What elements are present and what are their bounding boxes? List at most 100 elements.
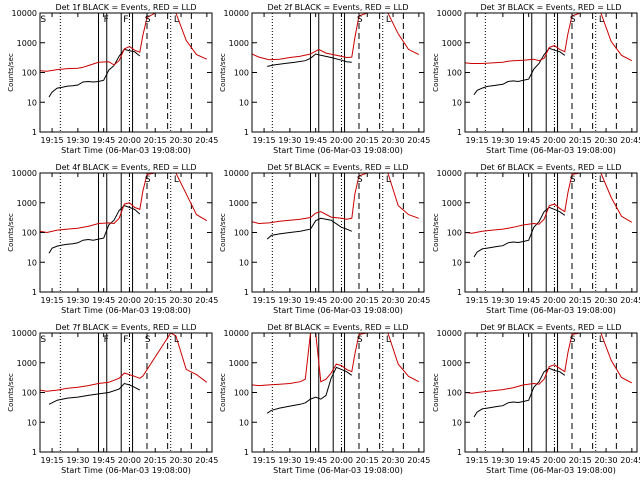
x-tick-label: 20:15 <box>569 136 592 145</box>
event-marker-label: L <box>386 335 391 345</box>
detector-panel-2: 19:15 19:30 19:45 20:00 20:15 20:30 20:45 1 10 10… <box>219 3 430 155</box>
x-tick-label: 20:00 <box>543 136 566 145</box>
x-tick-label: 20:00 <box>330 136 353 145</box>
panel-title: Det 5f BLACK = Events, RED = LLD <box>267 163 408 172</box>
y-tick-label: 10 <box>27 98 37 107</box>
x-axis-label: Start Time (06-Mar-03 19:08:00) <box>273 466 403 475</box>
event-marker-label: S <box>357 15 363 25</box>
x-tick-label: 20:45 <box>195 296 218 305</box>
series-lld <box>252 333 420 387</box>
y-axis-label: Counts/sec <box>219 53 227 92</box>
series-lld <box>465 173 633 234</box>
y-tick-label: 100 <box>234 229 249 238</box>
y-tick-label: 1000 <box>229 359 249 368</box>
x-tick-label: 20:15 <box>144 296 167 305</box>
x-tick-label: 20:45 <box>407 296 430 305</box>
x-axis-label: Start Time (06-Mar-03 19:08:00) <box>273 306 403 315</box>
event-marker-label: L <box>599 335 604 345</box>
x-tick-label: 20:45 <box>407 136 430 145</box>
plot-frame <box>39 172 213 293</box>
y-tick-label: 10 <box>239 98 249 107</box>
x-tick-label: 20:15 <box>569 456 592 465</box>
x-axis-label: Start Time (06-Mar-03 19:08:00) <box>486 146 616 155</box>
x-tick-label: 19:15 <box>253 296 276 305</box>
y-axis-label: Counts/sec <box>7 53 15 92</box>
series-lld <box>40 333 208 392</box>
series-lld <box>252 173 419 225</box>
y-tick-label: 100 <box>234 389 249 398</box>
event-marker-label: L <box>599 175 604 185</box>
y-tick-label: 1000 <box>442 39 462 48</box>
event-marker-label: S <box>40 15 46 25</box>
x-tick-label: 19:15 <box>466 296 489 305</box>
y-tick-label: 100 <box>447 389 462 398</box>
y-tick-label: 10000 <box>437 9 462 18</box>
y-tick-label: 10 <box>239 258 249 267</box>
x-tick-label: 20:00 <box>118 136 141 145</box>
y-tick-label: 1 <box>244 448 249 457</box>
x-tick-label: 20:00 <box>118 456 141 465</box>
x-tick-label: 20:00 <box>330 296 353 305</box>
x-tick-label: 19:30 <box>66 296 89 305</box>
x-axis-label: Start Time (06-Mar-03 19:08:00) <box>61 146 191 155</box>
series-events <box>48 48 141 98</box>
panel-title: Det 6f BLACK = Events, RED = LLD <box>480 163 621 172</box>
x-tick-label: 20:45 <box>620 296 640 305</box>
x-tick-label: 19:30 <box>278 456 301 465</box>
plot-frame <box>251 12 425 133</box>
panel-title: Det 4f BLACK = Events, RED = LLD <box>55 163 196 172</box>
y-axis-label: Counts/sec <box>7 213 15 252</box>
x-tick-label: 19:30 <box>491 296 514 305</box>
series-events <box>48 205 141 254</box>
x-tick-label: 20:15 <box>144 136 167 145</box>
y-tick-label: 100 <box>22 229 37 238</box>
x-tick-label: 20:00 <box>118 296 141 305</box>
x-tick-label: 20:30 <box>170 296 193 305</box>
y-tick-label: 1000 <box>17 39 37 48</box>
event-marker-label: S <box>357 335 363 345</box>
y-tick-label: 10 <box>452 258 462 267</box>
event-marker-label: L <box>386 15 391 25</box>
x-tick-label: 20:45 <box>620 456 640 465</box>
series-events <box>266 366 353 414</box>
x-tick-label: 19:15 <box>41 456 64 465</box>
event-marker-label: S <box>145 335 151 345</box>
x-tick-label: 20:30 <box>595 296 618 305</box>
event-marker-label: L <box>174 335 179 345</box>
x-tick-label: 20:45 <box>195 456 218 465</box>
event-marker-label: S <box>145 175 151 185</box>
x-tick-label: 20:30 <box>595 136 618 145</box>
x-tick-label: 19:15 <box>41 136 64 145</box>
x-tick-label: 19:45 <box>92 296 115 305</box>
detector-panel-5: 19:15 19:30 19:45 20:00 20:15 20:30 20:45 1 10 10… <box>219 163 430 315</box>
detector-panel-7: 19:15 19:30 19:45 20:00 20:15 20:30 20:45 1 10 10… <box>7 323 218 475</box>
y-tick-label: 1 <box>32 288 37 297</box>
x-tick-label: 19:45 <box>92 136 115 145</box>
event-marker-label: L <box>174 15 179 25</box>
x-tick-label: 19:15 <box>466 136 489 145</box>
x-tick-label: 20:30 <box>170 456 193 465</box>
x-tick-label: 20:00 <box>543 456 566 465</box>
y-tick-label: 1 <box>244 128 249 137</box>
y-tick-label: 10000 <box>12 329 37 338</box>
x-tick-label: 19:15 <box>253 456 276 465</box>
x-tick-label: 20:45 <box>620 136 640 145</box>
event-marker-label: S <box>357 175 363 185</box>
x-tick-label: 20:15 <box>356 136 379 145</box>
x-tick-label: 20:15 <box>144 456 167 465</box>
x-tick-label: 20:30 <box>382 456 405 465</box>
event-marker-label: S <box>570 175 576 185</box>
panel-title: Det 7f BLACK = Events, RED = LLD <box>55 323 196 332</box>
x-axis-label: Start Time (06-Mar-03 19:08:00) <box>61 306 191 315</box>
y-tick-label: 1000 <box>17 199 37 208</box>
y-tick-label: 100 <box>22 389 37 398</box>
y-axis-label: Counts/sec <box>432 213 440 252</box>
x-tick-label: 19:45 <box>517 296 540 305</box>
x-tick-label: 20:00 <box>330 456 353 465</box>
detector-panel-1: 19:15 19:30 19:45 20:00 20:15 20:30 20:45 1 10 10… <box>7 3 218 155</box>
event-marker-label: L <box>386 175 391 185</box>
y-tick-label: 100 <box>447 69 462 78</box>
